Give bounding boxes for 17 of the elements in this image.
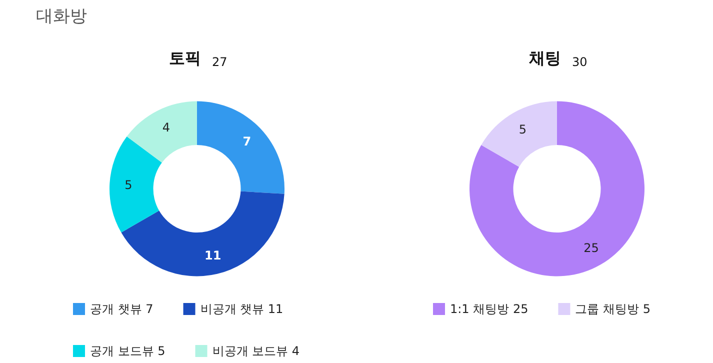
data-label: 5 [518, 122, 527, 136]
chart-subtitle: 30 [572, 55, 588, 69]
legend-label: 공개 챗뷰 7 [90, 302, 154, 316]
text: 대화방 [36, 6, 87, 26]
legend-label: 공개 보드뷰 5 [90, 344, 166, 358]
data-label: 7 [242, 134, 252, 149]
legend-label: 비공개 보드뷰 4 [212, 344, 300, 358]
data-label: 5 [124, 178, 132, 192]
chart-subtitle: 27 [212, 55, 228, 69]
chart-title: 채팅 [528, 48, 561, 68]
data-label: 11 [204, 248, 222, 263]
data-label: 25 [584, 241, 599, 256]
legend-label: 비공개 챗뷰 11 [200, 302, 284, 316]
chart-title: 토픽 [169, 48, 201, 68]
legend-label: 1:1 채팅방 25 [450, 302, 528, 316]
data-label: 4 [162, 120, 170, 134]
legend-label: 그룹 채팅방 5 [575, 302, 650, 316]
